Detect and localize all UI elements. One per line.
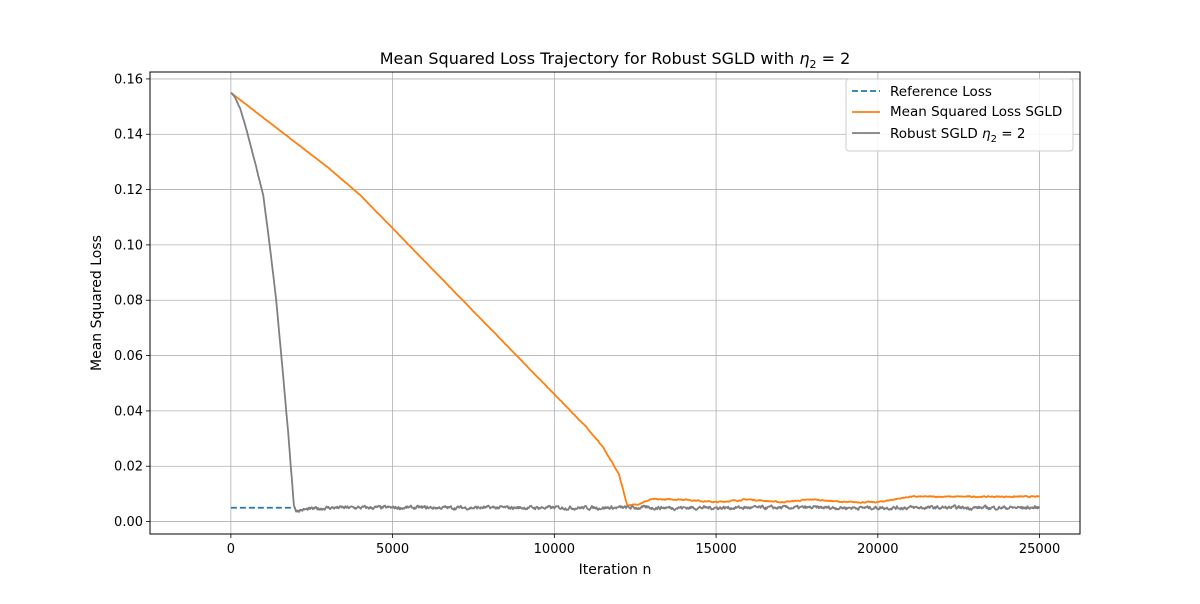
x-tick-label: 20000: [857, 542, 898, 557]
x-tick-label: 15000: [695, 542, 736, 557]
y-tick-label: 0.06: [114, 349, 143, 364]
x-axis-label: Iteration n: [579, 562, 652, 578]
y-tick-label: 0.04: [114, 404, 143, 419]
legend-box: [845, 78, 1074, 152]
y-axis-label: Mean Squared Loss: [89, 235, 105, 371]
y-tick-label: 0.14: [114, 128, 143, 143]
series-lines: [230, 92, 1041, 513]
legend-label-sgld: Mean Squared Loss SGLD: [890, 104, 1062, 120]
y-tick-label: 0.08: [114, 294, 143, 309]
x-tick-label: 10000: [534, 542, 575, 557]
x-tick-label: 25000: [1019, 542, 1060, 557]
grid-lines: [150, 72, 1080, 534]
y-tick-label: 0.16: [114, 72, 143, 87]
plot-frame: [149, 71, 1081, 535]
legend-label-robust: Robust SGLD η2 = 2: [890, 126, 1025, 145]
y-tick-label: 0.02: [114, 460, 143, 475]
legend: Reference Loss Mean Squared Loss SGLD Ro…: [845, 78, 1074, 152]
y-tick-label: 0.10: [114, 238, 143, 253]
y-tick-label: 0.00: [114, 515, 143, 530]
y-tick-label: 0.12: [114, 183, 143, 198]
axis-ticks: 0 5000 10000 15000 20000 25000 0.00 0.02 0.04 0.0…: [114, 72, 1060, 557]
chart-title: Mean Squared Loss Trajectory for Robust …: [380, 49, 851, 71]
series-sgld: [230, 92, 1040, 507]
legend-label-reference: Reference Loss: [890, 84, 992, 100]
series-robust-sgld: [230, 92, 1041, 513]
x-tick-label: 5000: [376, 542, 409, 557]
x-tick-label: 0: [227, 542, 235, 557]
